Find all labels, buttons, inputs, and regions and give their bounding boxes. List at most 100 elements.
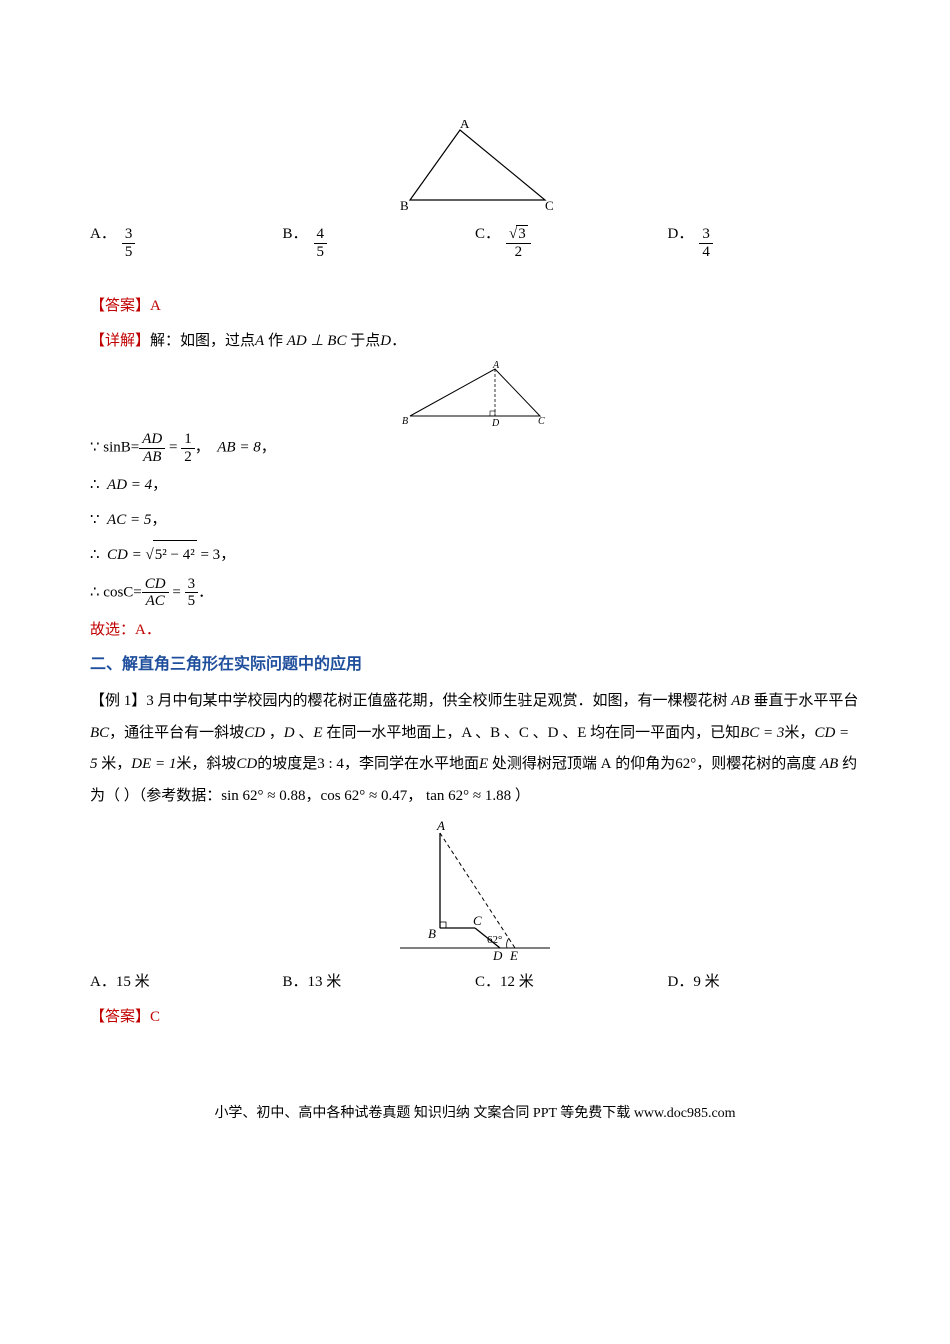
option-d-label: D． [668,220,694,249]
explain-prefix: 【详解】 [90,333,150,349]
ex2-ang: 62° [675,756,696,772]
wl2-expr: AD = 4 [107,477,152,493]
explain-line: 解：如图，过点A 作 AD ⊥ BC 于点D． [150,333,406,349]
ex2-t3: ，通往平台有一斜坡 [109,725,244,741]
wl2-sym: ∴ [90,477,100,493]
option-a-label: A． [90,220,116,249]
answer-2: 【答案】C [90,1003,860,1032]
option-b-frac: 4 5 [314,226,328,260]
wl4-rad: 5² − 4² [153,540,197,570]
option-d-frac: 3 4 [699,226,713,260]
ex2-t4: ， [265,725,284,741]
fig2-a: A [492,361,500,371]
ex2-pts: A 、B 、C 、D 、E [461,725,586,741]
ex2-cos: cos 62° ≈ 0.47 [321,788,408,804]
explanation-1-intro: 【详解】解：如图，过点A 作 AD ⊥ BC 于点D． [90,327,860,356]
wl4-comma: ， [220,547,235,563]
option2-a-label: A． [90,968,116,997]
ex2-sin: sin 62° ≈ 0.88 [221,788,305,804]
ex2-t13: ，则樱花树的高度 [696,756,820,772]
section-2-heading: 二、解直角三角形在实际问题中的应用 [90,650,860,680]
ex2-bc: BC [90,725,109,741]
spacer [90,266,860,286]
fig3-a: A [436,818,445,833]
option-a-num: 3 [122,226,136,244]
work-line-2: ∴ AD = 4， [90,471,860,500]
fig2-d: D [491,418,500,429]
option-a-den: 5 [122,244,136,261]
ex2-bc3: BC = 3 [740,725,784,741]
option2-b: B．13 米 [283,968,476,997]
wl1-eq: = [165,439,181,455]
option2-b-label: B． [283,968,308,997]
wl1-den: AB [139,449,165,466]
ex2-label: 【例 1】 [90,693,146,709]
option2-a-text: 15 米 [116,968,150,997]
option-d-num: 3 [699,226,713,244]
answer-1: 【答案】A [90,292,860,321]
footer-text: 小学、初中、高中各种试卷真题 知识归纳 文案合同 PPT 等免费下载 [214,1106,633,1121]
explain-point-a: A [255,333,264,349]
ex2-m1: 米， [784,725,814,741]
option2-b-text: 13 米 [308,968,342,997]
fig2-b: B [402,416,408,427]
explain-mid: 作 [264,333,287,349]
ex2-de1: DE = 1 [131,756,176,772]
wl3-sym: ∵ [90,512,100,528]
wl1-half-den: 2 [181,449,195,466]
wl4-cd: CD = [107,547,145,563]
explain-tail: 于点 [346,333,380,349]
fig3-b: B [428,926,436,941]
wl5-pre: ∴ cosC= [90,584,142,600]
option2-a: A．15 米 [90,968,283,997]
ex2-t10: 处测得树冠顶端 [488,756,597,772]
option-d: D． 3 4 [668,220,861,260]
option2-d: D．9 米 [668,968,861,997]
option-c-num: √3 [506,225,531,244]
wl2-comma: ， [152,477,167,493]
wl3-expr: AC = 5 [107,512,151,528]
work-line-4: ∴CD = √5² − 4² = 3， [90,540,860,570]
ex2-t9: ，李同学在水平地面 [344,756,479,772]
fig3-c: C [473,913,482,928]
ex2-t5: 、 [295,725,314,741]
ex2-d: D [284,725,295,741]
option2-d-label: D． [668,968,694,997]
fig2-c: C [538,416,545,427]
wl5-num: CD [142,576,169,594]
ex2-tan: tan 62° ≈ 1.88 [426,788,511,804]
wl5-eq: = [169,584,185,600]
ex2-c2: ， [407,788,422,804]
option-b-num: 4 [314,226,328,244]
option2-c-text: 12 米 [500,968,534,997]
option2-c-label: C． [475,968,500,997]
figure-1: A B C [90,120,860,220]
ex2-m2: 米， [98,756,132,772]
ex2-t7: 均在同一平面内，已知 [586,725,740,741]
label-c: C [545,198,554,213]
option-d-den: 4 [699,244,713,261]
work-line-3: ∵AC = 5， [90,506,860,535]
option-c-radicand: 3 [516,225,528,243]
options-row-1: A． 3 5 B． 4 5 C． √3 2 D． 3 4 [90,220,860,260]
fig3-e: E [509,948,518,963]
ex2-t12: 的仰角为 [611,756,675,772]
wl1-comma2: ， [261,439,276,455]
ex2-ab2: AB [820,756,838,772]
option-c-frac: √3 2 [506,225,531,260]
ex2-t8: 的坡度是 [257,756,317,772]
label-b: B [400,198,409,213]
ex2-t15: ） [511,788,530,804]
option-c-label: C． [475,220,500,249]
explain-dot: ． [391,333,406,349]
ex2-ab: AB [731,693,749,709]
wl1-frac2: 12 [181,431,195,465]
wl5-frac1: CDAC [142,576,169,610]
option-b: B． 4 5 [283,220,476,260]
triangle-abdc-svg: A B C D [390,361,560,431]
wl1-ab: AB = 8 [217,439,260,455]
tree-diagram-svg: A B C D E 62° [395,818,555,968]
example-2: 【例 1】3 月中旬某中学校园内的樱花树正值盛花期，供全校师生驻足观赏．如图，有… [90,686,860,812]
explain-text1: 解：如图，过点 [150,333,255,349]
wl1-num: AD [139,431,165,449]
